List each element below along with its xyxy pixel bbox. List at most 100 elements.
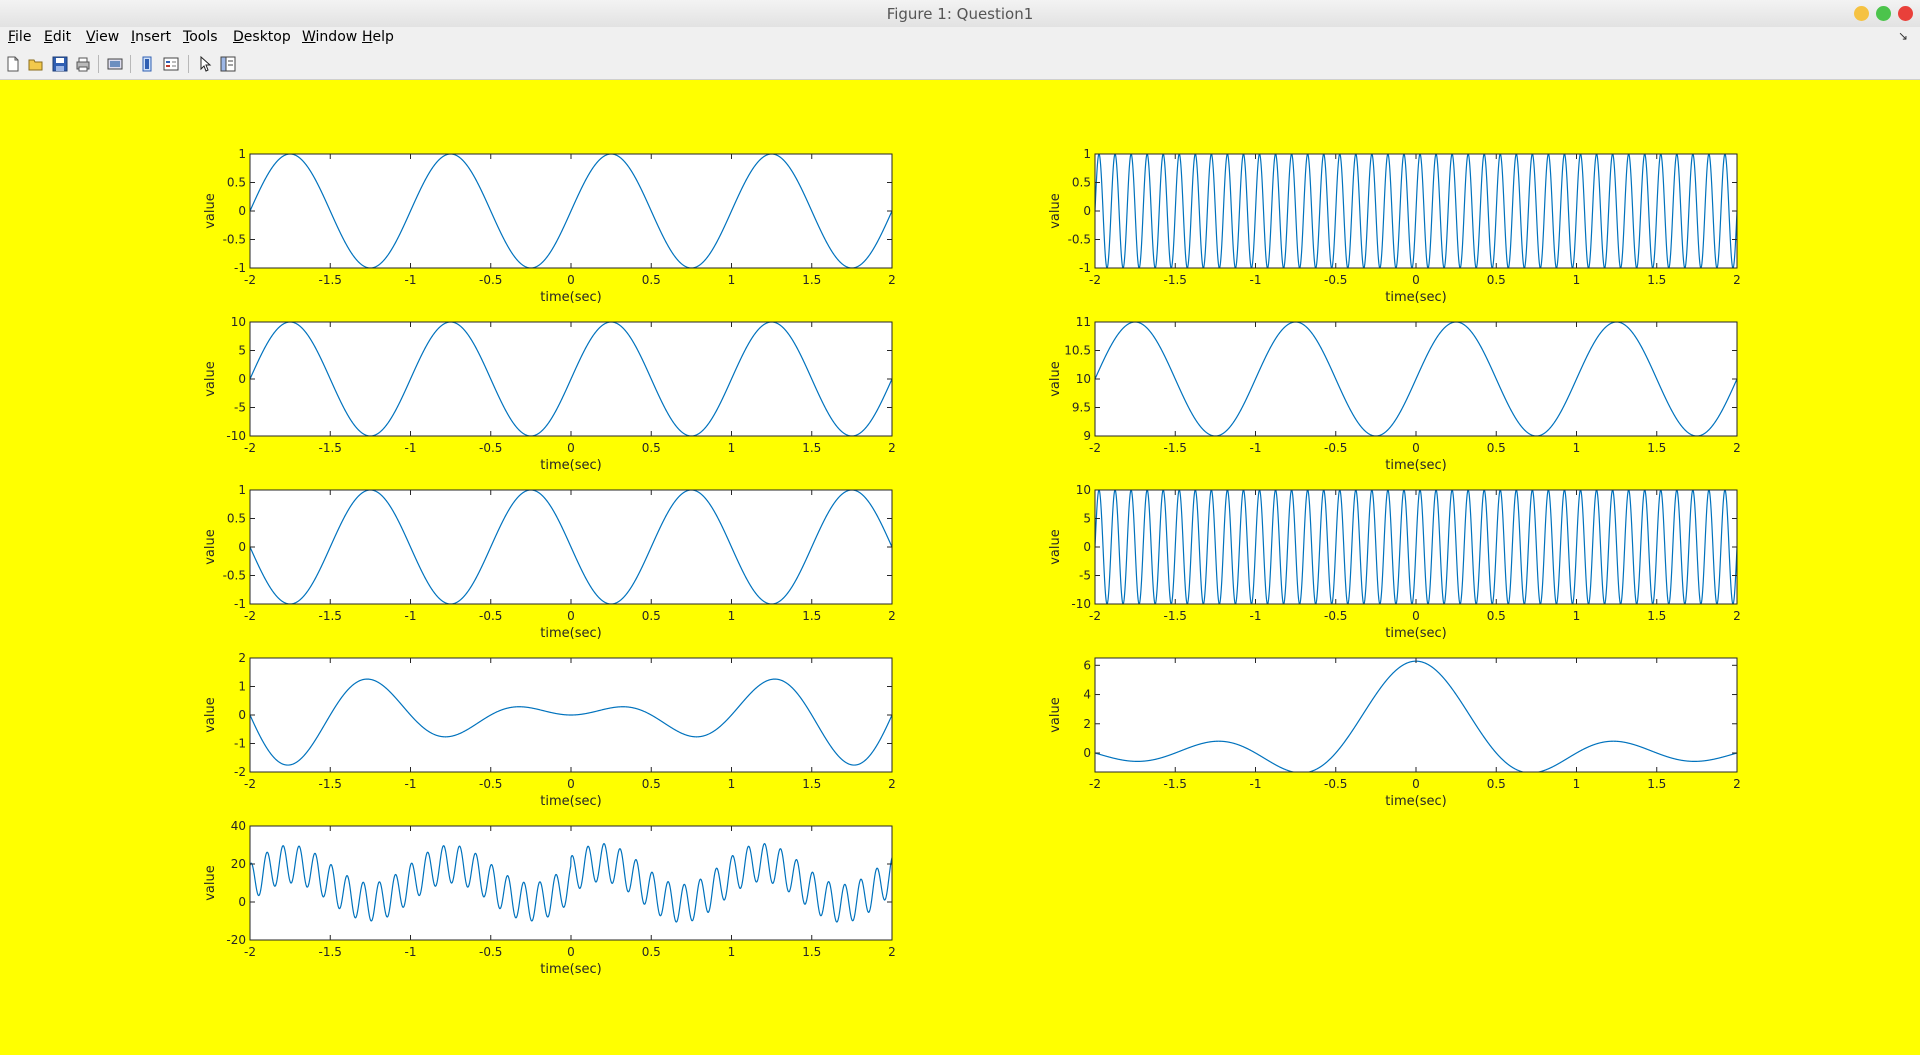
minimize-button[interactable]	[1854, 6, 1869, 21]
y-axis-label: value	[203, 193, 218, 229]
x-tick-label: 0	[1412, 441, 1420, 455]
x-tick-label: -2	[244, 609, 256, 623]
x-tick-label: -2	[1089, 777, 1101, 791]
new-figure-icon[interactable]	[4, 55, 22, 73]
y-tick-label: -0.5	[223, 569, 246, 583]
subplot-r1c1[interactable]: -2 -1.5 -1 -0.5 0 0.5 1 1.5 2 -1 -0.5 0 0.5 1 time(sec…	[203, 147, 896, 305]
menu-help[interactable]: Help	[362, 29, 394, 45]
x-tick-label: -1.5	[1164, 273, 1187, 287]
x-tick-label: 2	[888, 777, 896, 791]
x-tick-label: -0.5	[479, 777, 502, 791]
x-tick-label: -2	[1089, 273, 1101, 287]
toolbar-separator	[130, 55, 131, 73]
y-axis-label: value	[203, 361, 218, 397]
x-tick-label: -0.5	[1324, 777, 1347, 791]
x-tick-label: -0.5	[479, 609, 502, 623]
x-tick-label: -0.5	[1324, 273, 1347, 287]
save-icon[interactable]	[51, 55, 69, 73]
x-axis-label: time(sec)	[1385, 794, 1446, 809]
series-line	[250, 678, 892, 766]
edit-plot-arrow-icon[interactable]	[196, 55, 214, 73]
toolbar	[0, 49, 1920, 80]
menu-desktop[interactable]: Desktop	[233, 29, 291, 45]
x-axis-label: time(sec)	[1385, 290, 1446, 305]
x-tick-label: 1	[1573, 441, 1581, 455]
y-tick-label: 9	[1083, 429, 1091, 443]
subplot-r3c1[interactable]: -2 -1.5 -1 -0.5 0 0.5 1 1.5 2 -1 -0.5 0 0.5 1 time(sec…	[203, 483, 896, 641]
y-axis-label: value	[1048, 193, 1063, 229]
subplot-r1c2[interactable]: -2 -1.5 -1 -0.5 0 0.5 1 1.5 2 -1 -0.5 0 0.5 1 time(sec…	[1048, 147, 1741, 305]
y-tick-label: 10	[1076, 372, 1091, 386]
y-tick-label: 0	[238, 204, 246, 218]
x-tick-label: -2	[244, 945, 256, 959]
close-button[interactable]	[1898, 6, 1913, 21]
y-tick-label: -0.5	[1068, 233, 1091, 247]
y-tick-label: -1	[234, 737, 246, 751]
x-tick-label: 1	[1573, 777, 1581, 791]
menu-bar: File Edit View Insert Tools Desktop Wind…	[0, 27, 1920, 49]
insert-legend-icon[interactable]	[162, 55, 180, 73]
menu-file[interactable]: File	[8, 29, 32, 45]
x-tick-label: -1	[405, 273, 417, 287]
x-tick-label: -1.5	[1164, 777, 1187, 791]
x-axis-label: time(sec)	[1385, 626, 1446, 641]
subplot-r3c2[interactable]: -2 -1.5 -1 -0.5 0 0.5 1 1.5 2 -10 -5 0 5 10 time(sec) v…	[1048, 483, 1741, 641]
subplot-r2c1[interactable]: -2 -1.5 -1 -0.5 0 0.5 1 1.5 2 -10 -5 0 5 10 time(sec) v…	[203, 315, 896, 473]
y-axis-label: value	[203, 697, 218, 733]
y-tick-label: 9.5	[1072, 401, 1091, 415]
y-tick-label: 0	[238, 540, 246, 554]
x-tick-label: 0	[567, 273, 575, 287]
plot-area	[250, 826, 892, 940]
x-tick-label: 0.5	[642, 777, 661, 791]
series-line	[1095, 490, 1737, 604]
print-icon[interactable]	[74, 55, 92, 73]
y-tick-label: -10	[1071, 597, 1091, 611]
property-inspector-icon[interactable]	[219, 55, 237, 73]
x-tick-label: 2	[1733, 609, 1741, 623]
x-axis-label: time(sec)	[540, 290, 601, 305]
x-tick-label: -2	[244, 273, 256, 287]
y-tick-label: 6	[1083, 658, 1091, 672]
maximize-button[interactable]	[1876, 6, 1891, 21]
x-tick-label: -2	[1089, 609, 1101, 623]
x-tick-label: -1.5	[1164, 441, 1187, 455]
y-tick-label: -5	[234, 401, 246, 415]
y-tick-label: 0	[238, 708, 246, 722]
print-preview-icon[interactable]	[106, 55, 124, 73]
subplot-r2c2[interactable]: -2 -1.5 -1 -0.5 0 0.5 1 1.5 2 9 9.5 10 10.5 11 time(se…	[1048, 315, 1741, 473]
figure-canvas: -2 -1.5 -1 -0.5 0 0.5 1 1.5 2 -1 -0.5 0 0.5 1 time(sec…	[0, 80, 1920, 1055]
menu-window[interactable]: Window	[302, 29, 358, 45]
link-plot-icon[interactable]	[138, 55, 156, 73]
x-tick-label: 0.5	[1487, 441, 1506, 455]
x-tick-label: 2	[1733, 441, 1741, 455]
menu-view[interactable]: View	[86, 29, 120, 45]
y-tick-label: 2	[1083, 717, 1091, 731]
open-file-icon[interactable]	[27, 55, 45, 73]
series-line	[250, 490, 892, 604]
subplot-grid[interactable]: -2 -1.5 -1 -0.5 0 0.5 1 1.5 2 -1 -0.5 0 0.5 1 time(sec…	[0, 80, 1920, 1055]
x-tick-label: 0.5	[1487, 609, 1506, 623]
x-tick-label: 1	[728, 441, 736, 455]
x-tick-label: -0.5	[1324, 441, 1347, 455]
x-tick-label: -2	[244, 777, 256, 791]
x-tick-label: -1.5	[1164, 609, 1187, 623]
x-tick-label: -1	[405, 777, 417, 791]
subplot-r4c2[interactable]: -2 -1.5 -1 -0.5 0 0.5 1 1.5 2 0 2 4 6 time(sec) value	[1048, 657, 1741, 809]
y-tick-label: 10	[231, 315, 246, 329]
y-tick-label: -1	[1079, 261, 1091, 275]
menu-edit[interactable]: Edit	[44, 29, 72, 45]
menu-insert[interactable]: Insert	[131, 29, 172, 45]
menu-tools[interactable]: Tools	[183, 29, 218, 45]
subplot-r4c1[interactable]: -2 -1.5 -1 -0.5 0 0.5 1 1.5 2 -2 -1 0 1 2 time(sec) val…	[203, 651, 896, 809]
x-tick-label: 0	[1412, 273, 1420, 287]
y-tick-label: 1	[238, 680, 246, 694]
x-tick-label: 0	[1412, 777, 1420, 791]
y-tick-label: 5	[238, 344, 246, 358]
x-tick-label: 1.5	[802, 441, 821, 455]
plot-area	[1095, 658, 1737, 772]
x-tick-label: 2	[888, 945, 896, 959]
subplot-r5c1[interactable]: -2 -1.5 -1 -0.5 0 0.5 1 1.5 2 -20 0 20 40 time(sec) va…	[203, 819, 896, 977]
x-tick-label: -0.5	[479, 273, 502, 287]
x-tick-label: 2	[1733, 777, 1741, 791]
undock-icon[interactable]: ↘	[1897, 29, 1908, 43]
